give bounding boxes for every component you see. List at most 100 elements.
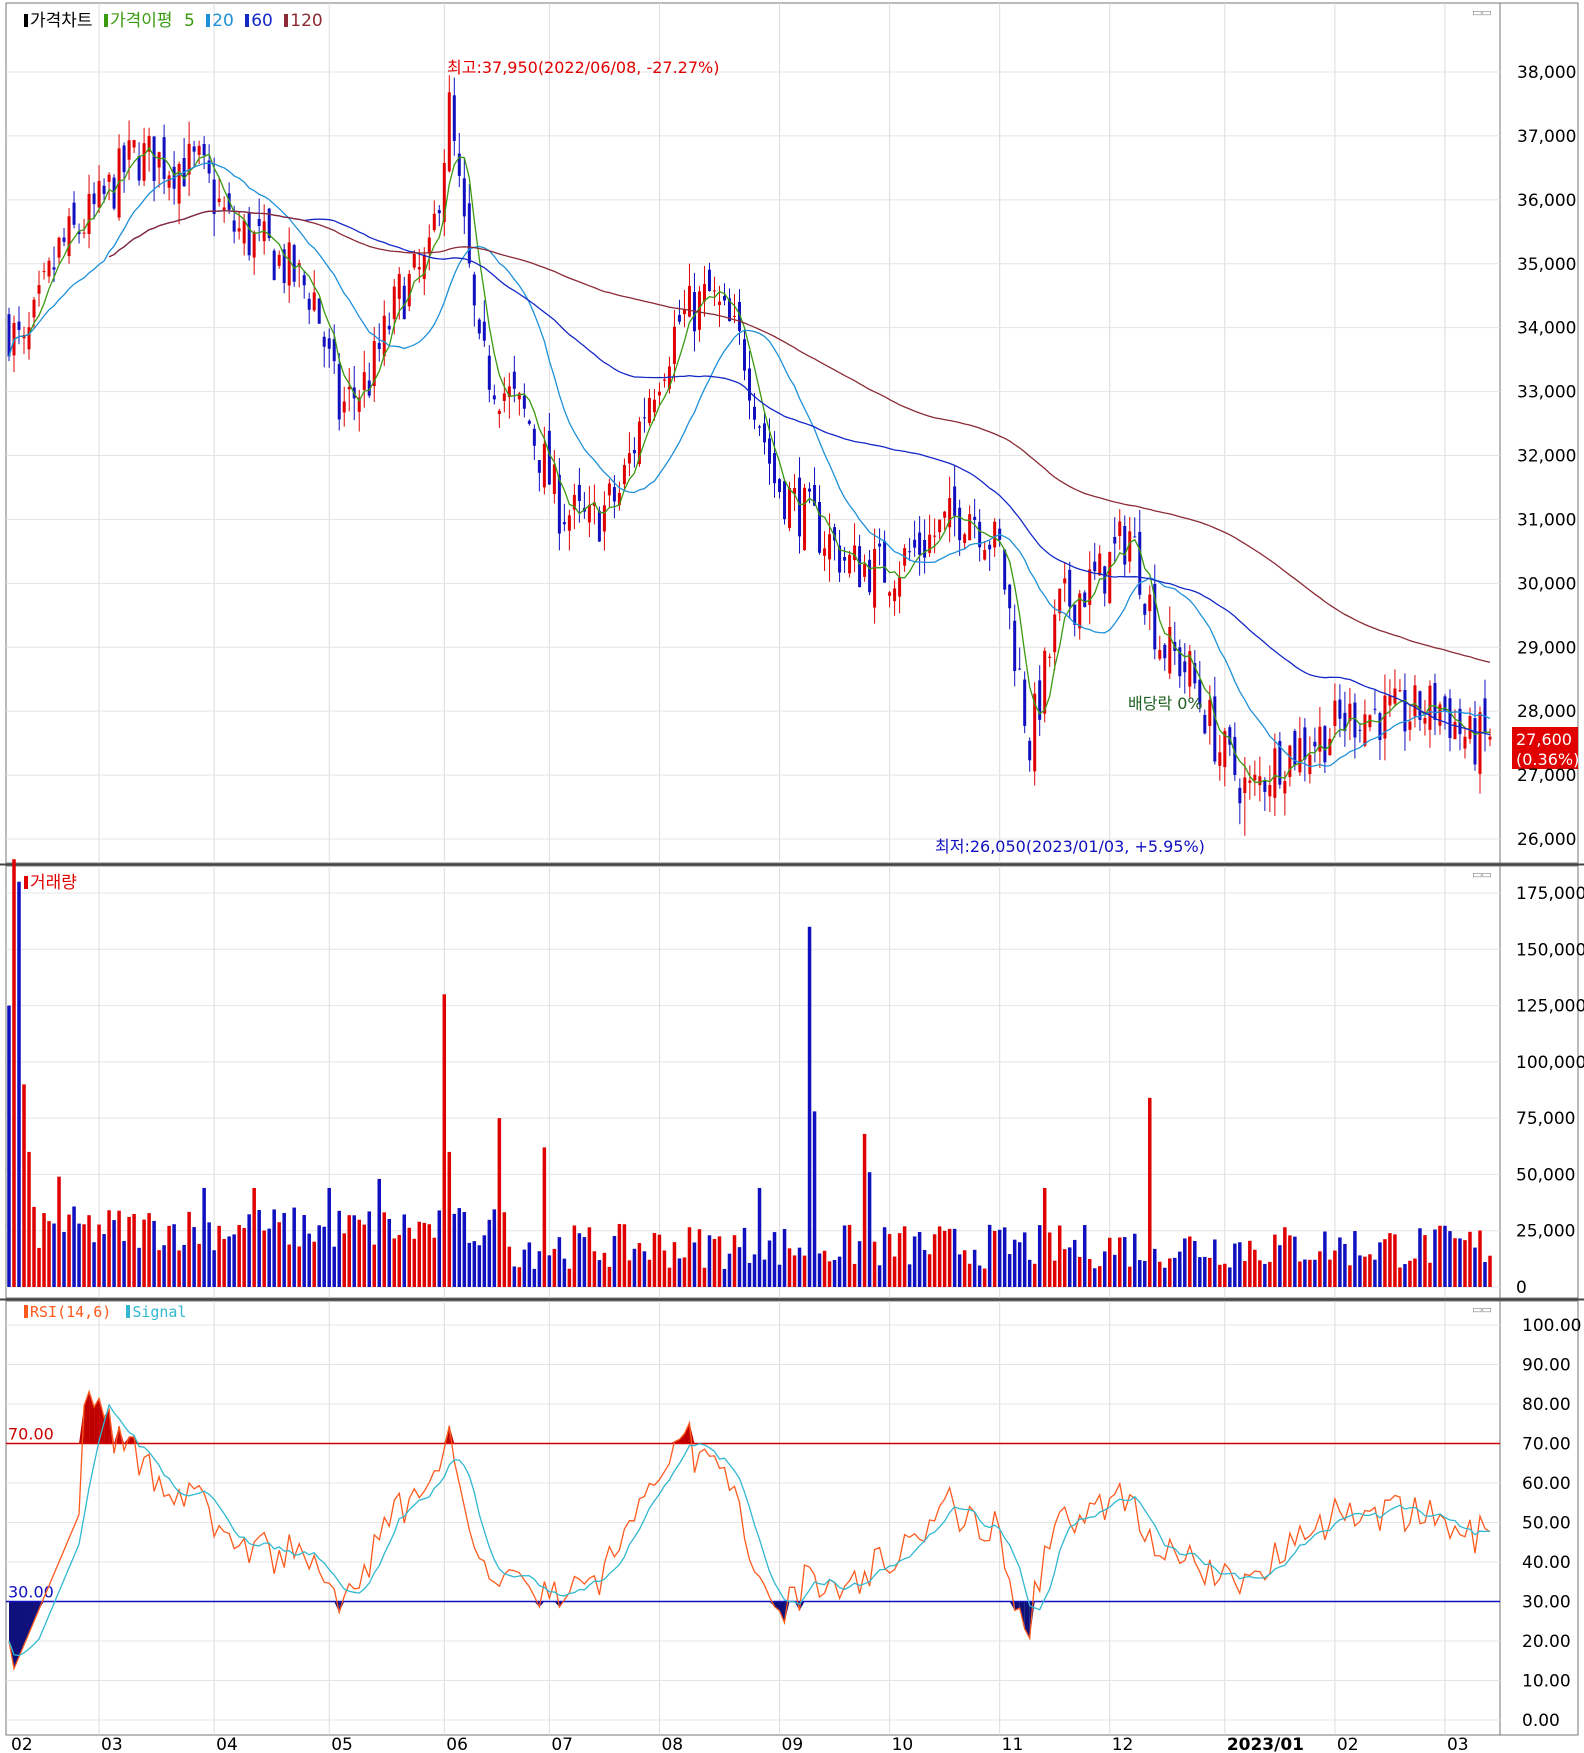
rsi-tick-label: 60.00: [1522, 1474, 1571, 1494]
volume-bar: [1263, 1263, 1267, 1287]
rsi-pane-window-icon[interactable]: ▭▭: [1472, 1303, 1492, 1316]
candle-body: [157, 152, 161, 168]
oversold-fill: [39, 1601, 45, 1610]
candle-body: [672, 326, 676, 364]
candle-body: [357, 397, 361, 412]
volume-bar: [1037, 1225, 1042, 1287]
candle-body: [753, 406, 757, 420]
candle-body: [1093, 561, 1097, 572]
candle-body: [642, 417, 646, 419]
volume-tick-label: 100,000: [1516, 1053, 1584, 1073]
candle-body: [312, 292, 316, 311]
candle-body: [1288, 745, 1292, 777]
candle-body: [42, 271, 46, 273]
candle-body: [778, 479, 782, 493]
candle-body: [1103, 566, 1107, 594]
volume-bar: [1218, 1264, 1222, 1287]
volume-bar: [772, 1232, 777, 1287]
candle-body: [913, 539, 917, 548]
volume-bar: [1138, 1260, 1142, 1287]
rsi-pane[interactable]: 70.00 30.00: [6, 1389, 1500, 1671]
candle-body: [1488, 736, 1492, 740]
candle-body: [933, 535, 937, 537]
volume-bar: [827, 1261, 832, 1287]
volume-bar: [562, 1258, 567, 1287]
candle-body: [1308, 754, 1312, 775]
volume-pane[interactable]: [7, 859, 1492, 1287]
candle-body: [918, 532, 922, 555]
candle-body: [1268, 784, 1272, 797]
volume-bar: [282, 1212, 286, 1287]
rsi-tick-label: 100.00: [1522, 1316, 1581, 1336]
volume-bar: [1032, 1263, 1037, 1287]
volume-bar: [942, 1230, 947, 1287]
candle-body: [1393, 688, 1397, 704]
candle-body: [958, 507, 962, 541]
candle-body: [1333, 700, 1337, 726]
volume-bar: [1027, 1259, 1032, 1287]
candle-body: [1063, 578, 1067, 584]
volume-bar: [182, 1244, 186, 1287]
candle-body: [187, 143, 191, 175]
volume-bar: [517, 1267, 522, 1287]
candle-body: [607, 483, 611, 496]
candle-body: [1193, 663, 1197, 684]
volume-bar: [652, 1232, 657, 1287]
volume-bar: [597, 1260, 602, 1287]
volume-bar: [292, 1207, 296, 1287]
candle-body: [367, 380, 371, 396]
volume-bar: [797, 1247, 802, 1287]
volume-bar: [142, 1219, 146, 1287]
volume-bar: [62, 1231, 66, 1287]
volume-bar: [707, 1235, 712, 1287]
candle-body: [1368, 715, 1372, 728]
volume-bar: [152, 1220, 156, 1287]
volume-bar: [1163, 1267, 1167, 1287]
volume-bar: [1353, 1231, 1357, 1287]
price-pane[interactable]: 최고:37,950(2022/06/08, -27.27%) 최저:26,050(…: [7, 58, 1492, 856]
volume-bar: [897, 1233, 902, 1287]
volume-bar: [737, 1247, 742, 1287]
rsi-level-70-label: 70.00: [8, 1425, 54, 1444]
candle-body: [627, 453, 631, 464]
candle-body: [32, 299, 36, 318]
candle-body: [47, 260, 51, 277]
candle-body: [1008, 584, 1012, 609]
volume-bar: [857, 1241, 862, 1287]
volume-bar: [1403, 1264, 1407, 1287]
volume-bar: [1323, 1231, 1327, 1287]
price-tick-label: 34,000: [1517, 319, 1576, 339]
rsi-tick-label: 10.00: [1522, 1672, 1571, 1692]
volume-bar: [1082, 1225, 1087, 1287]
volume-pane-window-icon[interactable]: ▭▭: [1472, 868, 1492, 881]
candle-body: [878, 543, 882, 547]
volume-bar: [382, 1212, 387, 1287]
volume-bar: [1308, 1259, 1312, 1287]
volume-bar: [917, 1231, 922, 1287]
volume-bar: [262, 1230, 266, 1287]
candle-body: [552, 464, 556, 494]
candle-body: [908, 551, 912, 553]
volume-bar: [1483, 1262, 1487, 1287]
candle-body: [978, 521, 982, 548]
candle-body: [392, 286, 396, 320]
volume-bar: [742, 1227, 747, 1287]
volume-bar: [367, 1211, 371, 1287]
candle-body: [267, 208, 271, 239]
volume-bar: [692, 1242, 697, 1287]
volume-bar: [592, 1251, 597, 1287]
rsi-tick-label: 50.00: [1522, 1514, 1571, 1534]
volume-bar: [302, 1215, 306, 1287]
candle-body: [277, 254, 281, 266]
overbought-fill: [114, 1426, 120, 1444]
volume-tick-label: 175,000: [1516, 884, 1584, 904]
candle-body: [82, 232, 86, 234]
candle-body: [67, 216, 71, 257]
last-change-label: (0.36%): [1516, 750, 1579, 769]
price-pane-window-icon[interactable]: ▭▭: [1472, 6, 1492, 19]
volume-legend: 거래량: [24, 868, 79, 893]
candle-body: [1213, 696, 1217, 762]
candle-body: [1258, 776, 1262, 786]
volume-bar: [1228, 1267, 1232, 1287]
